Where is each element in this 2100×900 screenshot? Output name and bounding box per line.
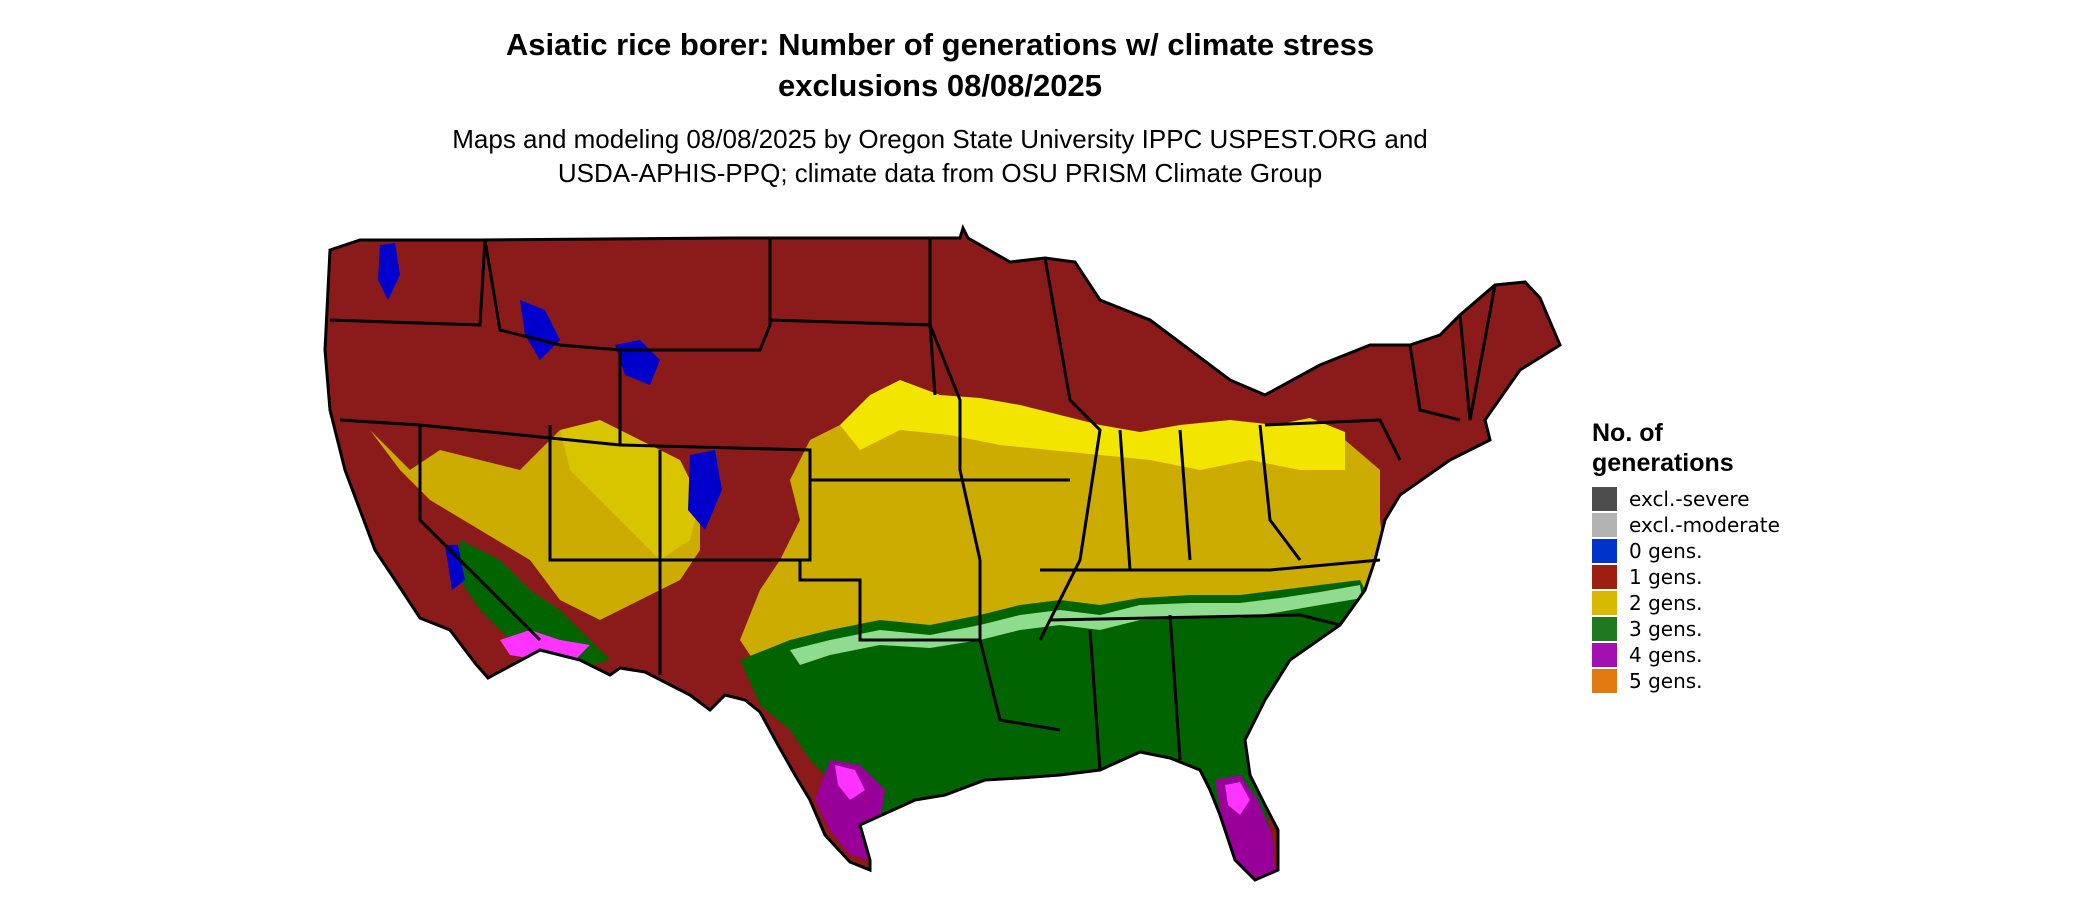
legend-item-excl-moderate: excl.-moderate: [1592, 512, 1780, 538]
legend-swatch: [1592, 539, 1617, 563]
map-subtitle: Maps and modeling 08/08/2025 by Oregon S…: [0, 122, 1880, 190]
map-legend: No. of generations excl.-severe excl.-mo…: [1592, 418, 1780, 694]
border-vt-nh-me: [1458, 284, 1497, 421]
border-in-oh: [1178, 429, 1192, 561]
us-generations-map: [323, 223, 1562, 882]
map-title: Asiatic rice borer: Number of generation…: [0, 24, 1880, 106]
legend-item-1-gens: 1 gens.: [1592, 564, 1780, 590]
border-ar-la: [978, 560, 1061, 732]
zero-gen-patch-colorado: [688, 450, 722, 530]
legend-item-4-gens: 4 gens.: [1592, 642, 1780, 668]
border-ca-nv: [418, 425, 542, 642]
legend-swatch: [1592, 643, 1617, 667]
legend-label: 0 gens.: [1629, 539, 1703, 563]
state-borders: [323, 223, 1562, 882]
border-wa-or-id: [329, 239, 487, 327]
border-ny-ne: [1408, 344, 1461, 422]
three-gen-zone-light-fringe: [790, 585, 1362, 665]
country-outline: [323, 223, 1562, 882]
legend-item-5-gens: 5 gens.: [1592, 668, 1780, 694]
two-gen-zone-plateau: [560, 420, 700, 560]
zero-gen-patch-sierra: [445, 545, 465, 590]
legend-label: 3 gens.: [1629, 617, 1703, 641]
three-gen-zone-desert: [460, 540, 610, 668]
legend-swatch: [1592, 591, 1617, 615]
border-mn-ia-mo: [928, 238, 982, 561]
legend-swatch: [1592, 669, 1617, 693]
zero-gen-patch-idaho: [520, 300, 560, 360]
border-ms-al: [1088, 629, 1102, 771]
generation-zones: [325, 228, 1560, 880]
legend-swatch: [1592, 487, 1617, 511]
legend-item-0-gens: 0 gens.: [1592, 538, 1780, 564]
border-pa-ny: [1264, 418, 1402, 461]
legend-title-line1: No. of: [1592, 419, 1663, 447]
border-id-mt-wy: [483, 239, 622, 445]
legend-label: 2 gens.: [1629, 591, 1703, 615]
border-ut-az-nm: [548, 425, 800, 562]
legend-label: 4 gens.: [1629, 643, 1703, 667]
legend-title: No. of generations: [1592, 418, 1780, 478]
legend-item-3-gens: 3 gens.: [1592, 616, 1780, 642]
legend-label: 1 gens.: [1629, 565, 1703, 589]
border-tn-ky-va: [1040, 558, 1381, 572]
four-gen-zone-florida-light: [1225, 782, 1250, 815]
map-subtitle-line2: USDA-APHIS-PPQ; climate data from OSU PR…: [557, 158, 1323, 188]
border-al-ga: [1168, 614, 1182, 761]
border-ok-tx: [798, 560, 980, 642]
legend-label: excl.-severe: [1629, 487, 1750, 511]
zero-gen-patch-cascades: [378, 243, 400, 300]
legend-swatch: [1592, 617, 1617, 641]
legend-label: 5 gens.: [1629, 669, 1703, 693]
border-mt-wy-dakotas: [620, 238, 772, 352]
legend-title-line2: generations: [1592, 449, 1734, 477]
four-gen-zone-texas-light: [835, 765, 865, 800]
legend-swatch: [1592, 513, 1617, 537]
map-title-line2: exclusions 08/08/2025: [777, 68, 1102, 103]
border-ms-al-ga: [1049, 613, 1341, 627]
legend-swatch: [1592, 565, 1617, 589]
legend-label: excl.-moderate: [1629, 513, 1780, 537]
map-subtitle-line1: Maps and modeling 08/08/2025 by Oregon S…: [452, 124, 1428, 154]
border-wi-il-ky: [1038, 257, 1102, 641]
two-gen-zone-light-north: [840, 380, 1345, 470]
legend-item-excl-severe: excl.-severe: [1592, 486, 1780, 512]
legend-item-2-gens: 2 gens.: [1592, 590, 1780, 616]
map-title-line1: Asiatic rice borer: Number of generation…: [505, 27, 1375, 62]
border-il-in: [1118, 429, 1132, 571]
border-oh-pa-wv: [1258, 424, 1302, 561]
